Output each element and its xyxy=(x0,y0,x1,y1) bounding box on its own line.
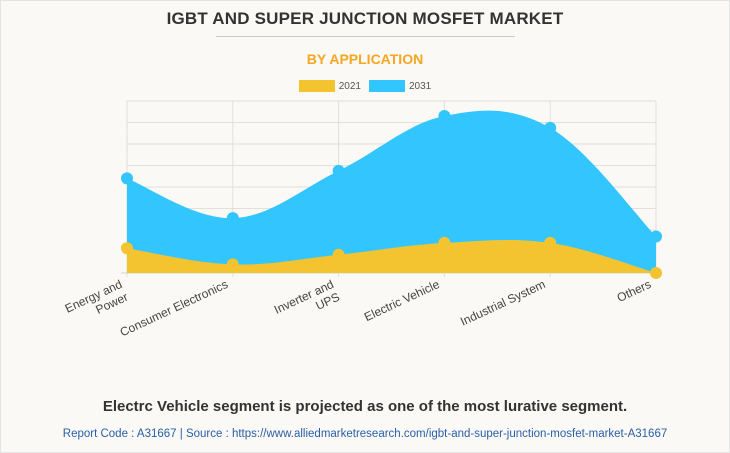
area-series-2031 xyxy=(127,110,656,273)
series-areas xyxy=(127,110,656,273)
data-point-2021[interactable] xyxy=(121,242,133,255)
legend-label-2031: 2031 xyxy=(409,80,432,92)
data-point-2031[interactable] xyxy=(226,212,239,225)
x-tick-label: Inverter andUPS xyxy=(272,277,342,329)
data-point-2031[interactable] xyxy=(650,230,662,243)
data-point-2031[interactable] xyxy=(544,121,557,134)
legend-item-2021[interactable]: 2021 xyxy=(298,80,361,92)
source-line[interactable]: Report Code : A31667 | Source : https://… xyxy=(62,428,668,440)
data-point-2021[interactable] xyxy=(438,236,451,249)
data-points xyxy=(121,110,662,279)
x-tick-label: Consumer Electronics xyxy=(118,277,230,339)
data-point-2021[interactable] xyxy=(544,236,557,249)
legend-swatch-2021 xyxy=(298,80,335,92)
legend-label-2021: 2021 xyxy=(338,80,361,92)
legend-item-2031[interactable]: 2031 xyxy=(369,80,431,92)
x-tick-label-line: Electric Vehicle xyxy=(362,277,442,324)
legend-swatch-2031 xyxy=(369,80,405,92)
data-point-2021[interactable] xyxy=(226,258,239,271)
chart-title: IGBT AND SUPER JUNCTION MOSFET MARKET xyxy=(166,9,564,28)
x-tick-label-line: Others xyxy=(615,277,654,305)
legend: 2021 2031 xyxy=(0,80,730,92)
area-series-2021 xyxy=(127,239,656,273)
chart-subtitle: BY APPLICATION xyxy=(306,51,424,67)
x-tick-label: Others xyxy=(615,277,654,305)
x-tick-label: Industrial System xyxy=(458,277,547,329)
footer-note: Electrc Vehicle segment is projected as … xyxy=(102,398,628,415)
data-point-2021[interactable] xyxy=(332,248,345,261)
x-tick-label-line: Industrial System xyxy=(458,277,547,329)
data-point-2031[interactable] xyxy=(332,164,345,177)
data-point-2031[interactable] xyxy=(438,110,451,123)
title-divider xyxy=(216,36,515,37)
x-tick-label-line: Consumer Electronics xyxy=(118,277,230,339)
x-tick-label: Electric Vehicle xyxy=(362,277,442,324)
x-tick-label: Energy andPower xyxy=(63,277,130,328)
data-point-2021[interactable] xyxy=(650,267,662,279)
data-point-2031[interactable] xyxy=(121,172,133,185)
